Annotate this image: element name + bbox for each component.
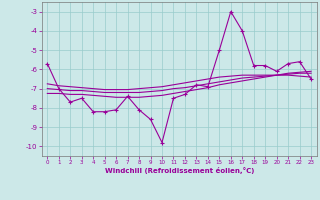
X-axis label: Windchill (Refroidissement éolien,°C): Windchill (Refroidissement éolien,°C) <box>105 167 254 174</box>
